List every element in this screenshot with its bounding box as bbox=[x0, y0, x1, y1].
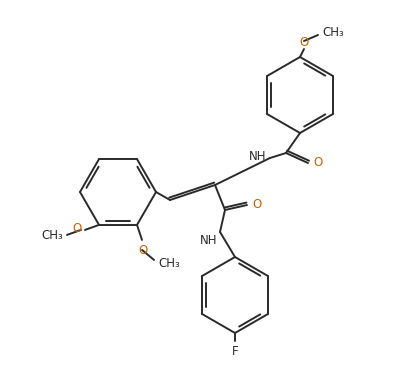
Text: NH: NH bbox=[249, 150, 266, 162]
Text: O: O bbox=[313, 156, 322, 170]
Text: CH₃: CH₃ bbox=[322, 26, 344, 40]
Text: F: F bbox=[232, 345, 238, 358]
Text: CH₃: CH₃ bbox=[158, 257, 180, 270]
Text: O: O bbox=[73, 222, 82, 235]
Text: O: O bbox=[138, 244, 148, 257]
Text: NH: NH bbox=[200, 234, 217, 247]
Text: O: O bbox=[299, 37, 308, 49]
Text: O: O bbox=[252, 199, 261, 211]
Text: CH₃: CH₃ bbox=[41, 230, 63, 242]
